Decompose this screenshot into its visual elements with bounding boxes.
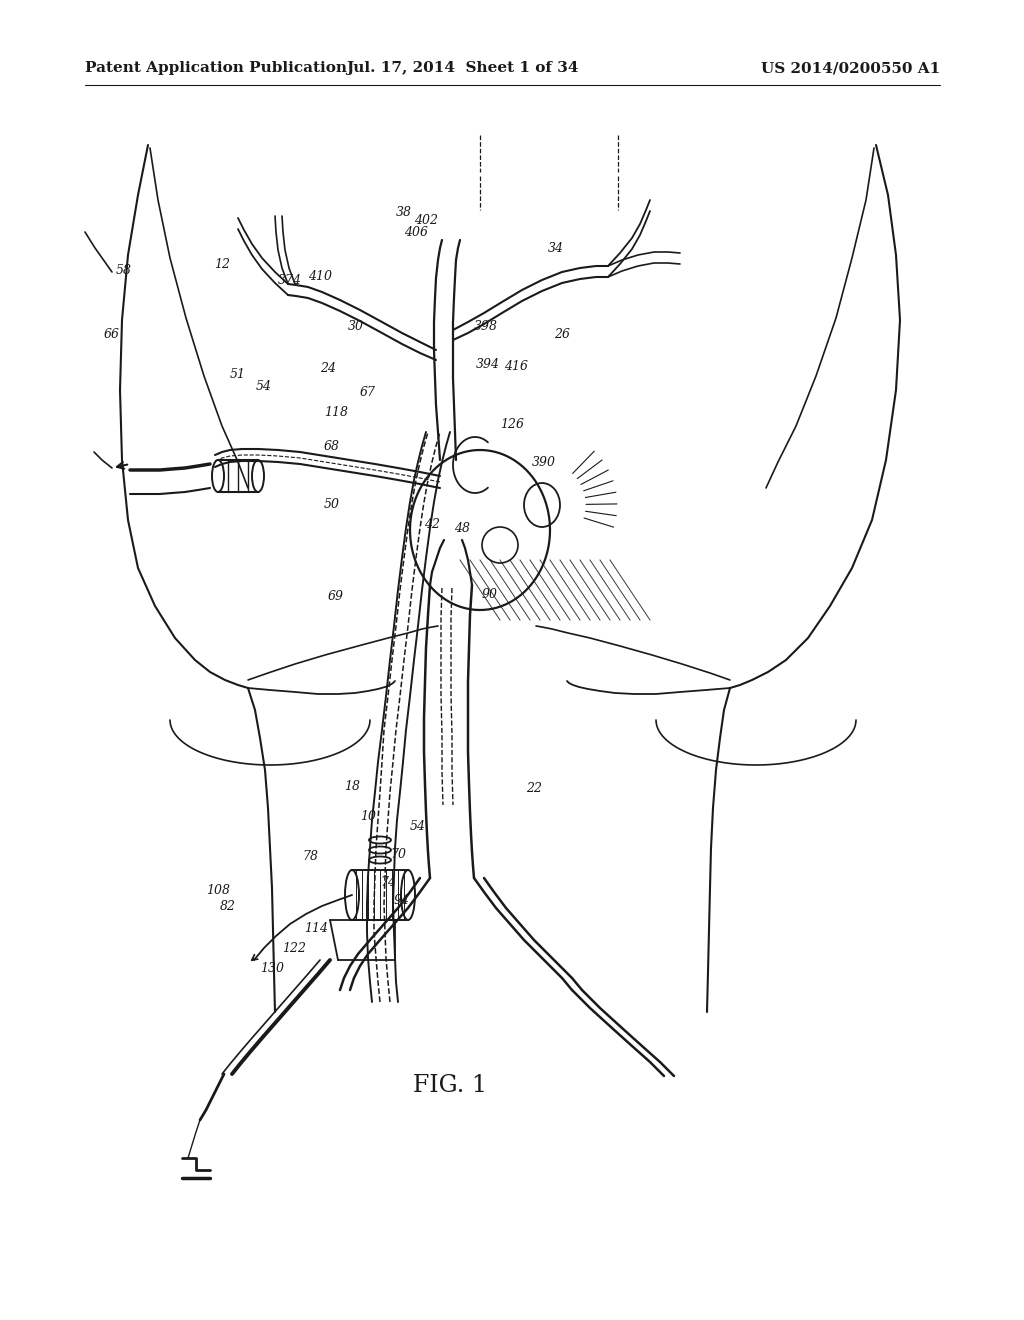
Text: 30: 30	[348, 319, 364, 333]
Text: 130: 130	[260, 961, 284, 974]
Text: 51: 51	[230, 368, 246, 381]
Text: 402: 402	[414, 214, 438, 227]
Text: 122: 122	[282, 941, 306, 954]
Text: 34: 34	[548, 242, 564, 255]
Text: 78: 78	[302, 850, 318, 863]
Text: 68: 68	[324, 441, 340, 454]
Text: 54: 54	[410, 820, 426, 833]
Text: 38: 38	[396, 206, 412, 219]
Text: 10: 10	[360, 810, 376, 824]
Text: 416: 416	[504, 360, 528, 374]
Text: 48: 48	[454, 521, 470, 535]
Text: 50: 50	[324, 498, 340, 511]
Text: 22: 22	[526, 781, 542, 795]
Text: 82: 82	[220, 899, 236, 912]
Text: 406: 406	[404, 227, 428, 239]
Text: 90: 90	[482, 589, 498, 602]
Text: 12: 12	[214, 259, 230, 272]
Text: US 2014/0200550 A1: US 2014/0200550 A1	[761, 61, 940, 75]
Text: 24: 24	[319, 362, 336, 375]
Text: 74: 74	[380, 875, 396, 888]
Text: 66: 66	[104, 329, 120, 342]
Text: Patent Application Publication: Patent Application Publication	[85, 61, 347, 75]
Text: FIG. 1: FIG. 1	[413, 1073, 487, 1097]
Text: 26: 26	[554, 327, 570, 341]
Text: 58: 58	[116, 264, 132, 276]
Text: 118: 118	[324, 405, 348, 418]
Text: 67: 67	[360, 385, 376, 399]
Text: 54: 54	[256, 380, 272, 393]
Text: 398: 398	[474, 319, 498, 333]
Text: 374: 374	[278, 273, 302, 286]
Text: 394: 394	[476, 358, 500, 371]
Text: 126: 126	[500, 417, 524, 430]
Text: 114: 114	[304, 921, 328, 935]
Text: 94: 94	[394, 894, 410, 907]
Text: 390: 390	[532, 457, 556, 470]
Text: 410: 410	[308, 269, 332, 282]
Text: 18: 18	[344, 780, 360, 792]
Text: 42: 42	[424, 517, 440, 531]
Text: 108: 108	[206, 883, 230, 896]
Text: 70: 70	[390, 847, 406, 861]
Text: 69: 69	[328, 590, 344, 603]
Text: Jul. 17, 2014  Sheet 1 of 34: Jul. 17, 2014 Sheet 1 of 34	[346, 61, 579, 75]
